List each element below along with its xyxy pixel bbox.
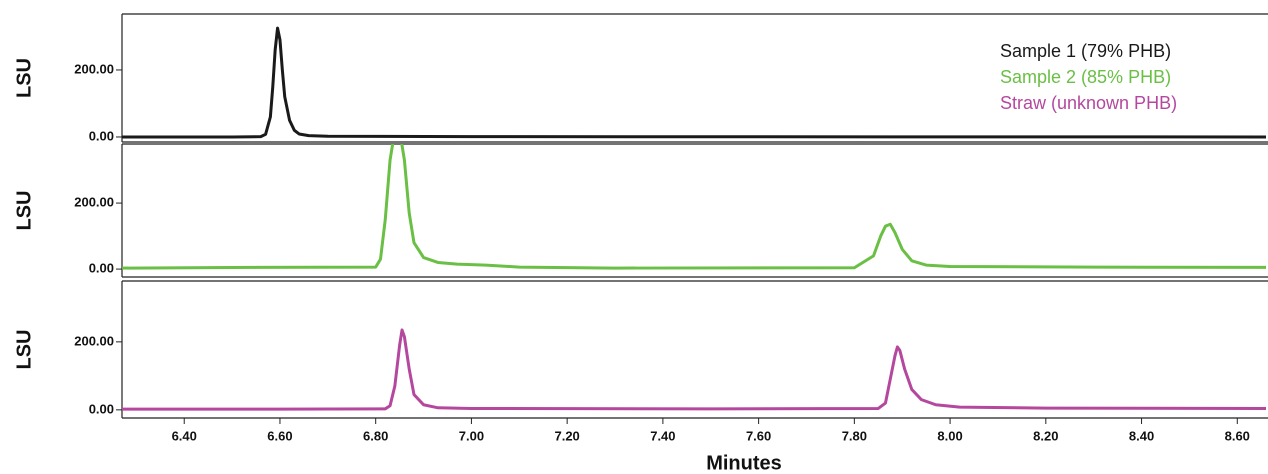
x-tick-label: 8.40 [1129,428,1154,443]
legend-entry: Sample 1 (79% PHB) [1000,41,1171,61]
x-tick-label: 7.40 [650,428,675,443]
trace [122,328,1267,411]
y-axis-label: LSU [13,58,35,98]
x-tick-label: 7.00 [459,428,484,443]
y-tick-label: 200.00 [74,61,114,76]
x-tick-label: 7.80 [842,428,867,443]
x-tick-label: 7.60 [746,428,771,443]
legend-entry: Sample 2 (85% PHB) [1000,67,1171,87]
y-tick-label: 0.00 [89,261,114,276]
x-tick-label: 8.60 [1225,428,1250,443]
y-tick-label: 200.00 [74,195,114,210]
x-tick-label: 6.40 [172,428,197,443]
x-tick-label: 6.60 [267,428,292,443]
trace [122,144,1267,270]
legend-entry: Straw (unknown PHB) [1000,93,1177,113]
y-axis-label: LSU [13,330,35,370]
x-tick-label: 7.20 [554,428,579,443]
y-tick-label: 200.00 [74,333,114,348]
x-tick-label: 8.20 [1033,428,1058,443]
x-tick-label: 6.80 [363,428,388,443]
x-tick-label: 8.00 [937,428,962,443]
trace [122,26,1267,139]
x-axis-label: Minutes [706,452,782,474]
y-tick-label: 0.00 [89,128,114,143]
y-tick-label: 0.00 [89,401,114,416]
y-axis-label: LSU [13,191,35,231]
